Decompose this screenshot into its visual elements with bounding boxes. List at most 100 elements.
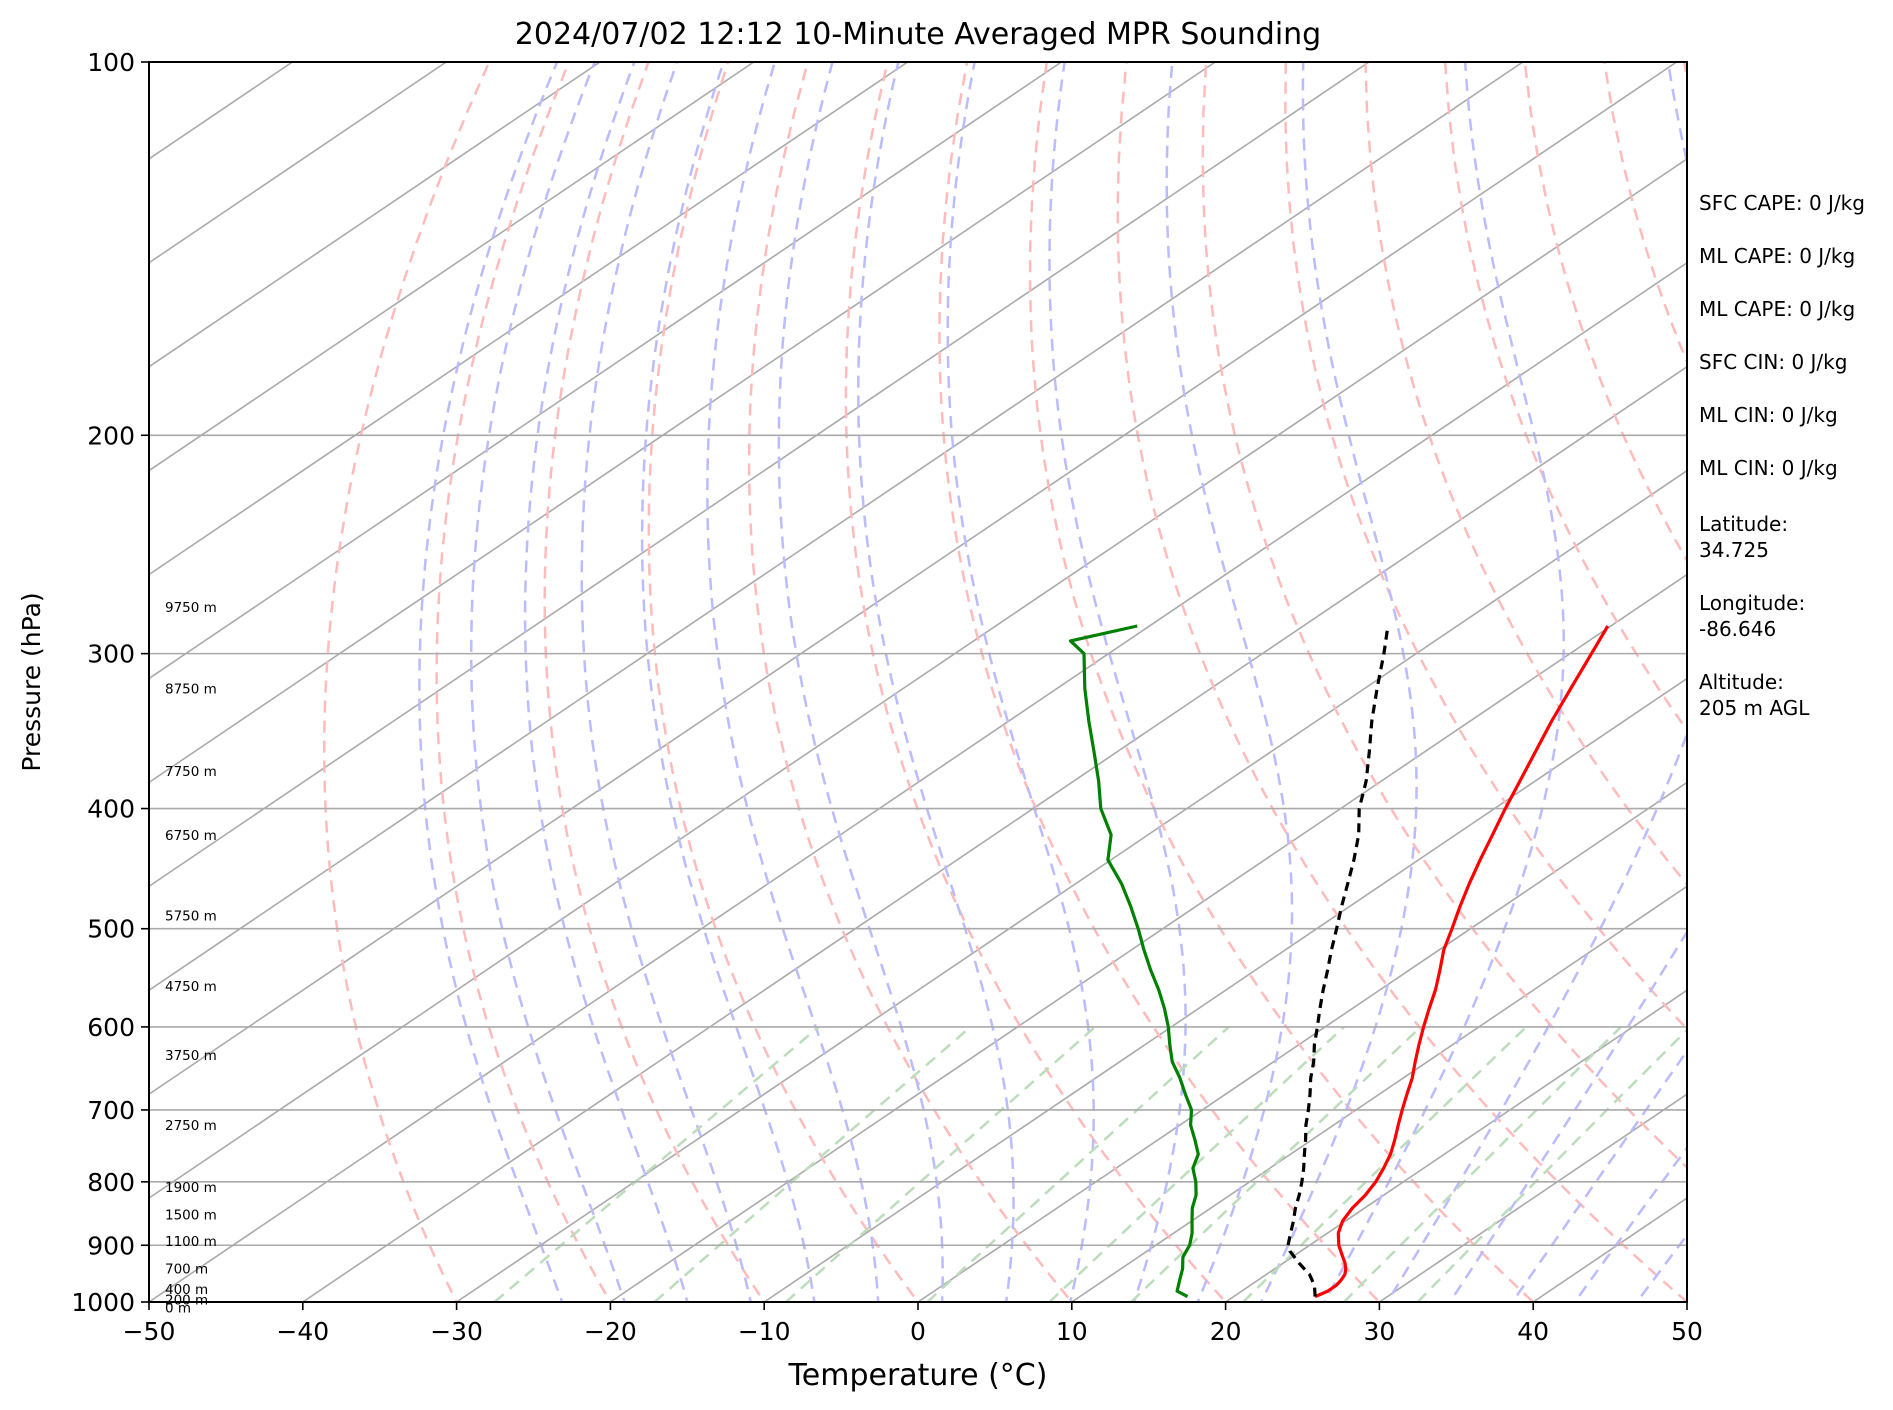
- x-tick-label: −50: [123, 1317, 176, 1346]
- dry-adiabat: [1364, 62, 1687, 887]
- moist-adiabat: [580, 62, 752, 1302]
- y-tick-label: 900: [87, 1231, 135, 1260]
- x-tick-label: 20: [1210, 1317, 1242, 1346]
- mixing-ratio-line: [653, 1025, 972, 1302]
- moist-adiabat: [1259, 62, 1418, 1302]
- x-tick-label: −10: [738, 1317, 791, 1346]
- moist-adiabat: [1385, 62, 1687, 1302]
- y-tick-label: 400: [87, 795, 135, 824]
- moist-adiabat: [1573, 1145, 1687, 1302]
- moist-adiabat: [857, 62, 1015, 1302]
- y-tick-label: 100: [87, 48, 135, 77]
- y-tick-label: 700: [87, 1096, 135, 1125]
- info-line: SFC CAPE: 0 J/kg: [1699, 191, 1865, 215]
- mixing-ratio-line: [493, 1025, 820, 1302]
- x-tick-label: 0: [910, 1317, 926, 1346]
- info-line: Longitude:: [1699, 591, 1805, 615]
- y-tick-label: 600: [87, 1013, 135, 1042]
- isotherm-line: [149, 62, 1216, 784]
- info-line: ML CIN: 0 J/kg: [1699, 456, 1838, 480]
- x-tick-label: 40: [1517, 1317, 1549, 1346]
- height-label: 9750 m: [165, 600, 217, 616]
- height-label: 1900 m: [165, 1180, 217, 1196]
- info-line: 205 m AGL: [1699, 696, 1810, 720]
- moist-adiabat: [777, 62, 944, 1302]
- height-labels: 9750 m 8750 m 7750 m 6750 m 5750 m 4750 m 3750…: [165, 600, 217, 1317]
- height-label: 3750 m: [165, 1048, 217, 1064]
- y-tick-label: 200: [87, 421, 135, 450]
- isotherm-line: [302, 365, 1687, 1302]
- x-tick-label: −20: [584, 1317, 637, 1346]
- isotherm-line: [149, 62, 1062, 680]
- background-lines: [149, 62, 1687, 1302]
- y-tick-label: 800: [87, 1168, 135, 1197]
- parcel-line: [1286, 625, 1390, 1297]
- height-label: 1500 m: [165, 1207, 217, 1223]
- height-label: 6750 m: [165, 828, 217, 844]
- y-tick-label: 1000: [71, 1288, 135, 1317]
- x-tick-label: 30: [1363, 1317, 1395, 1346]
- isotherm-line: [917, 781, 1687, 1302]
- height-label: 7750 m: [165, 764, 217, 780]
- height-label: 1100 m: [165, 1234, 217, 1250]
- isotherm-line: [149, 62, 909, 576]
- isotherm-line: [149, 62, 1370, 888]
- height-label: 2750 m: [165, 1118, 217, 1134]
- info-line: SFC CIN: 0 J/kg: [1699, 350, 1847, 374]
- height-label: 5750 m: [165, 909, 217, 925]
- info-line: Latitude:: [1699, 512, 1788, 536]
- dry-adiabat: [1116, 62, 1687, 1302]
- moist-adiabat: [469, 62, 626, 1302]
- y-axis: 100 200 300 400 500 600 700 800 900 1000: [71, 48, 149, 1317]
- height-label: 200 m: [165, 1292, 208, 1308]
- isotherm-line: [149, 62, 1678, 1096]
- moist-adiabat: [946, 62, 1095, 1302]
- dry-adiabat: [647, 62, 920, 1302]
- dry-adiabat: [844, 62, 1228, 1302]
- height-label: 4750 m: [165, 979, 217, 995]
- mixing-ratio-line: [926, 1025, 1230, 1302]
- info-line: -86.646: [1699, 617, 1776, 641]
- dry-adiabat: [1284, 62, 1687, 1031]
- height-label: 8750 m: [165, 681, 217, 697]
- dry-adiabat: [1201, 62, 1687, 1170]
- dry-adiabat: [543, 62, 766, 1302]
- moist-adiabat: [1165, 62, 1294, 1302]
- height-label: 700 m: [165, 1262, 208, 1278]
- y-tick-label: 500: [87, 915, 135, 944]
- y-axis-label: Pressure (hPa): [17, 592, 46, 771]
- info-line: Altitude:: [1699, 670, 1784, 694]
- mixing-ratio-line: [785, 1025, 1096, 1302]
- dewpoint-line: [1068, 624, 1200, 1299]
- x-tick-label: 10: [1056, 1317, 1088, 1346]
- info-line: ML CIN: 0 J/kg: [1699, 403, 1838, 427]
- x-tick-label: −40: [276, 1317, 329, 1346]
- info-line: ML CAPE: 0 J/kg: [1699, 244, 1855, 268]
- moist-adiabat: [523, 62, 689, 1302]
- info-panel: SFC CAPE: 0 J/kg ML CAPE: 0 J/kg ML CAPE: …: [1699, 191, 1865, 720]
- isotherm-line: [149, 62, 755, 472]
- dry-adiabat: [435, 62, 612, 1302]
- info-line: 34.725: [1699, 538, 1769, 562]
- moist-adiabat: [1510, 1048, 1687, 1302]
- chart-title: 2024/07/02 12:12 10-Minute Averaged MPR …: [515, 17, 1321, 52]
- moist-adiabat: [1635, 1233, 1687, 1302]
- dry-adiabat: [938, 62, 1382, 1302]
- moist-adiabat: [706, 62, 880, 1302]
- isotherm-line: [149, 157, 1687, 1200]
- mixing-ratio-line: [1416, 1028, 1687, 1302]
- x-axis: −50 −40 −30 −20 −10 0 10 20 30 40 50: [123, 1302, 1703, 1346]
- isotherm-line: [149, 62, 601, 368]
- isotherm-line: [763, 677, 1687, 1302]
- dry-adiabat: [1028, 62, 1536, 1302]
- height-label: 400 m: [165, 1282, 208, 1298]
- moist-adiabat: [1048, 62, 1187, 1302]
- dry-adiabat: [322, 62, 491, 1302]
- y-tick-label: 300: [87, 640, 135, 669]
- moist-adiabat: [1448, 929, 1687, 1302]
- info-line: ML CAPE: 0 J/kg: [1699, 297, 1855, 321]
- x-tick-label: −30: [430, 1317, 483, 1346]
- temperature-line: [1314, 625, 1610, 1299]
